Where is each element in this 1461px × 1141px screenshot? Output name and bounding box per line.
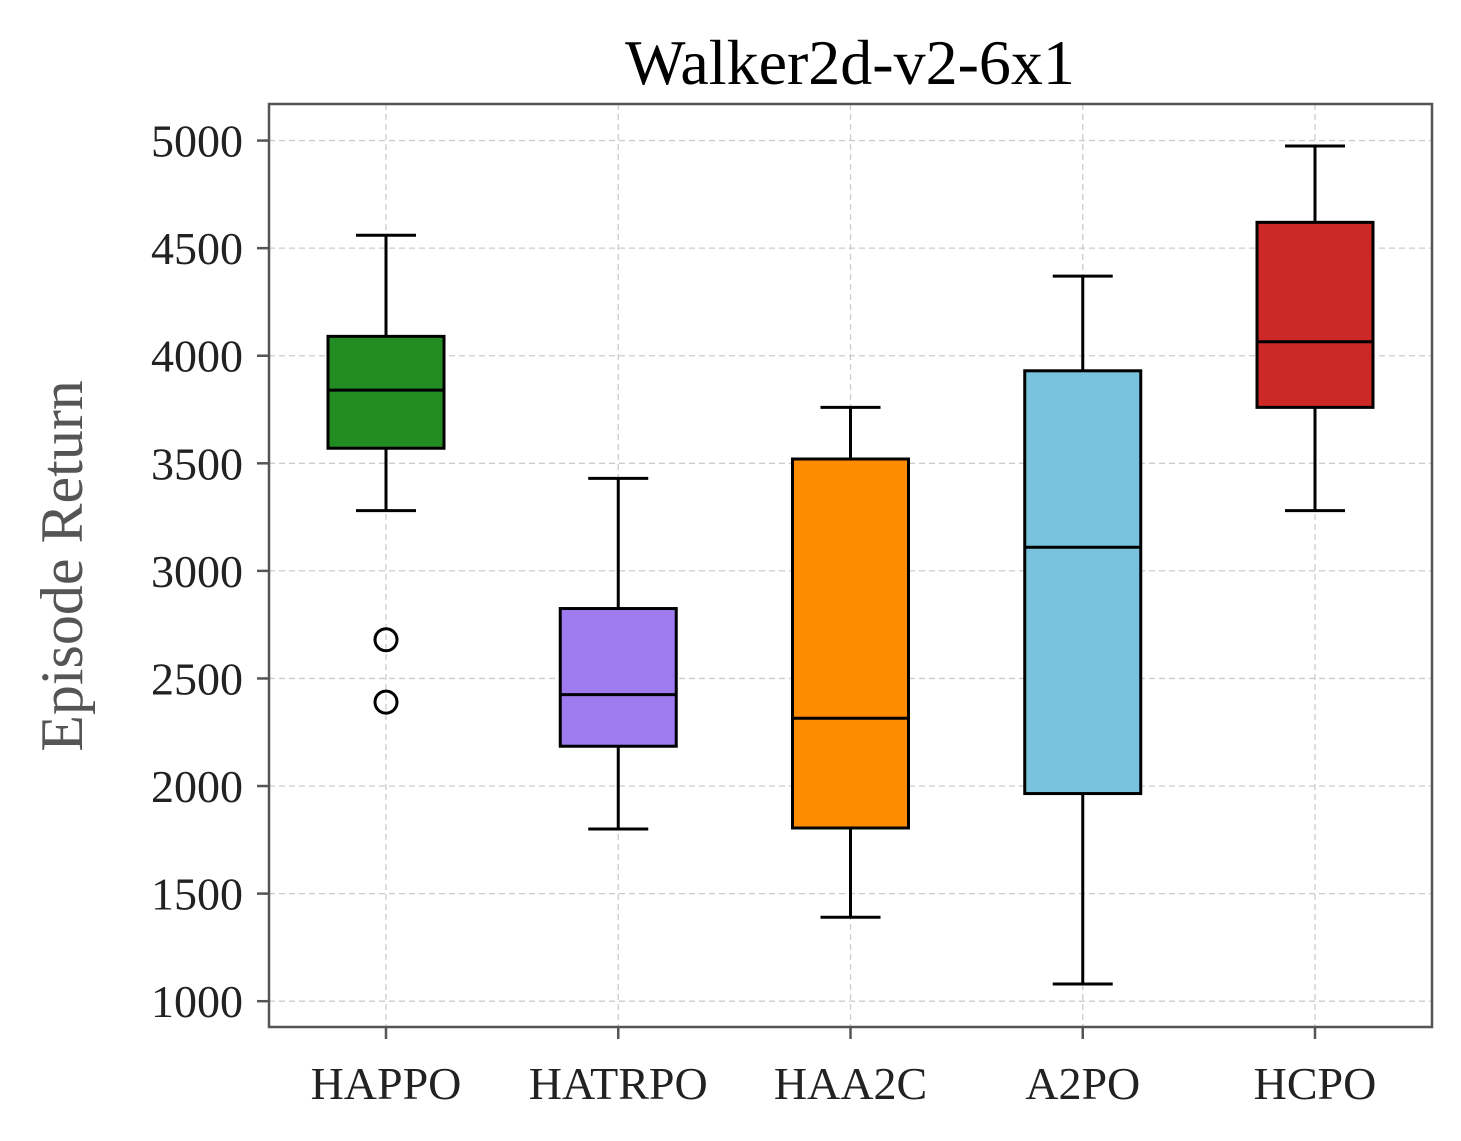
box-group-happo [326,233,446,715]
x-tick-label: A2PO [1025,1058,1140,1109]
box-group-haa2c [791,405,910,919]
box-group-hcpo [1255,144,1375,513]
box-body [1255,220,1375,409]
x-tick-label: HATRPO [529,1058,708,1109]
x-tick-label: HCPO [1254,1058,1377,1109]
y-tick-label: 5000 [151,116,243,167]
x-tick-label: HAPPO [311,1058,462,1109]
box-body [558,607,678,748]
box-body [791,457,910,830]
y-tick-label: 4000 [151,331,243,382]
chart-title: Walker2d-v2-6x1 [625,27,1075,98]
outlier-point [373,689,399,715]
outlier-point [373,627,399,653]
x-tick-label: HAA2C [774,1058,927,1109]
axis-ticks: 1000 1500 2000 2500 3000 3500 4000 4500 5000 HAPP… [151,116,1376,1109]
box-body [1023,369,1143,796]
box-group-a2po [1023,274,1143,986]
y-tick-label: 1000 [151,976,243,1027]
y-tick-label: 4500 [151,223,243,274]
y-tick-label: 1500 [151,869,243,920]
y-tick-label: 2500 [151,653,243,704]
y-tick-label: 3500 [151,438,243,489]
boxes-layer [326,144,1375,986]
y-tick-label: 3000 [151,546,243,597]
box-group-hatrpo [558,476,678,831]
y-tick-label: 2000 [151,761,243,812]
y-axis-label: Episode Return [29,380,95,752]
box-body [326,334,446,450]
